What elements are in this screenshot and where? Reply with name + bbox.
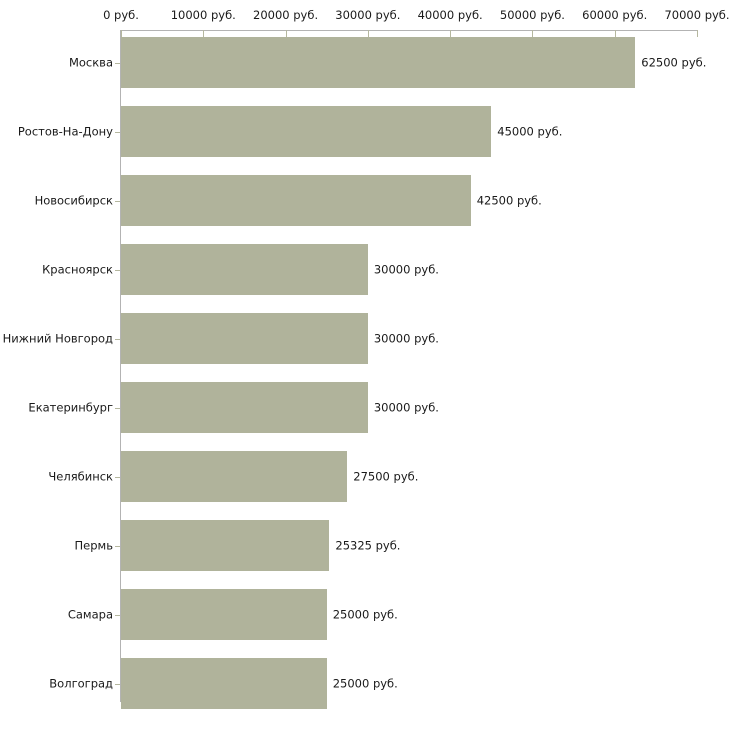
- bar[interactable]: [121, 658, 327, 709]
- y-axis-category-label: Челябинск: [48, 469, 113, 483]
- bar[interactable]: [121, 37, 636, 88]
- bar[interactable]: [121, 589, 327, 640]
- y-axis-category-label: Волгоград: [49, 676, 113, 690]
- y-axis-tick-mark: [115, 407, 120, 409]
- bar-value-label: 30000 руб.: [373, 400, 439, 414]
- y-axis-category-label: Ростов-На-Дону: [17, 124, 113, 138]
- y-axis-category-label: Пермь: [74, 538, 113, 552]
- bar-value-label: 25000 руб.: [332, 607, 398, 621]
- bar[interactable]: [121, 175, 471, 226]
- y-axis-tick-mark: [115, 683, 120, 685]
- y-axis-tick-mark: [115, 269, 120, 271]
- x-axis-line: [121, 30, 697, 31]
- bar-value-label: 62500 руб.: [641, 55, 707, 69]
- y-axis-category-label: Нижний Новгород: [2, 331, 113, 345]
- bar[interactable]: [121, 382, 368, 433]
- y-axis-line: [120, 30, 121, 702]
- y-axis-tick-mark: [115, 62, 120, 64]
- bar[interactable]: [121, 451, 348, 502]
- x-axis-tick-label: 40000 руб.: [417, 8, 483, 22]
- y-axis-category-label: Екатеринбург: [28, 400, 113, 414]
- x-axis-tick-mark: [614, 30, 616, 37]
- bar[interactable]: [121, 520, 330, 571]
- x-axis-tick-mark: [532, 30, 534, 37]
- y-axis-tick-mark: [115, 338, 120, 340]
- x-axis-tick-mark: [367, 30, 369, 37]
- bar[interactable]: [121, 313, 368, 364]
- y-axis-tick-mark: [115, 545, 120, 547]
- y-axis-tick-mark: [115, 200, 120, 202]
- bar-value-label: 30000 руб.: [373, 262, 439, 276]
- x-axis-tick-label: 20000 руб.: [253, 8, 319, 22]
- x-axis-tick-mark: [450, 30, 452, 37]
- y-axis-category-label: Самара: [67, 607, 113, 621]
- bar-value-label: 42500 руб.: [476, 193, 542, 207]
- x-axis-tick-mark: [203, 30, 205, 37]
- x-axis-tick-label: 10000 руб.: [170, 8, 236, 22]
- x-axis-tick-label: 50000 руб.: [499, 8, 565, 22]
- y-axis-tick-mark: [115, 131, 120, 133]
- y-axis-category-label: Новосибирск: [34, 193, 113, 207]
- x-axis-tick-mark: [697, 30, 698, 37]
- y-axis-category-label: Москва: [68, 55, 113, 69]
- x-axis-tick-label: 30000 руб.: [335, 8, 401, 22]
- bar[interactable]: [121, 106, 492, 157]
- y-axis-category-label: Красноярск: [42, 262, 113, 276]
- y-axis-tick-mark: [115, 476, 120, 478]
- bar-value-label: 30000 руб.: [373, 331, 439, 345]
- x-axis-tick-mark: [121, 30, 122, 37]
- bar-value-label: 25325 руб.: [335, 538, 401, 552]
- x-axis-tick-mark: [285, 30, 287, 37]
- bar-value-label: 45000 руб.: [497, 124, 563, 138]
- bar[interactable]: [121, 244, 368, 295]
- bar-value-label: 27500 руб.: [353, 469, 419, 483]
- x-axis-tick-label: 70000 руб.: [664, 8, 730, 22]
- y-axis-tick-mark: [115, 614, 120, 616]
- x-axis-tick-label: 0 руб.: [103, 8, 139, 22]
- bar-value-label: 25000 руб.: [332, 676, 398, 690]
- x-axis-tick-label: 60000 руб.: [582, 8, 648, 22]
